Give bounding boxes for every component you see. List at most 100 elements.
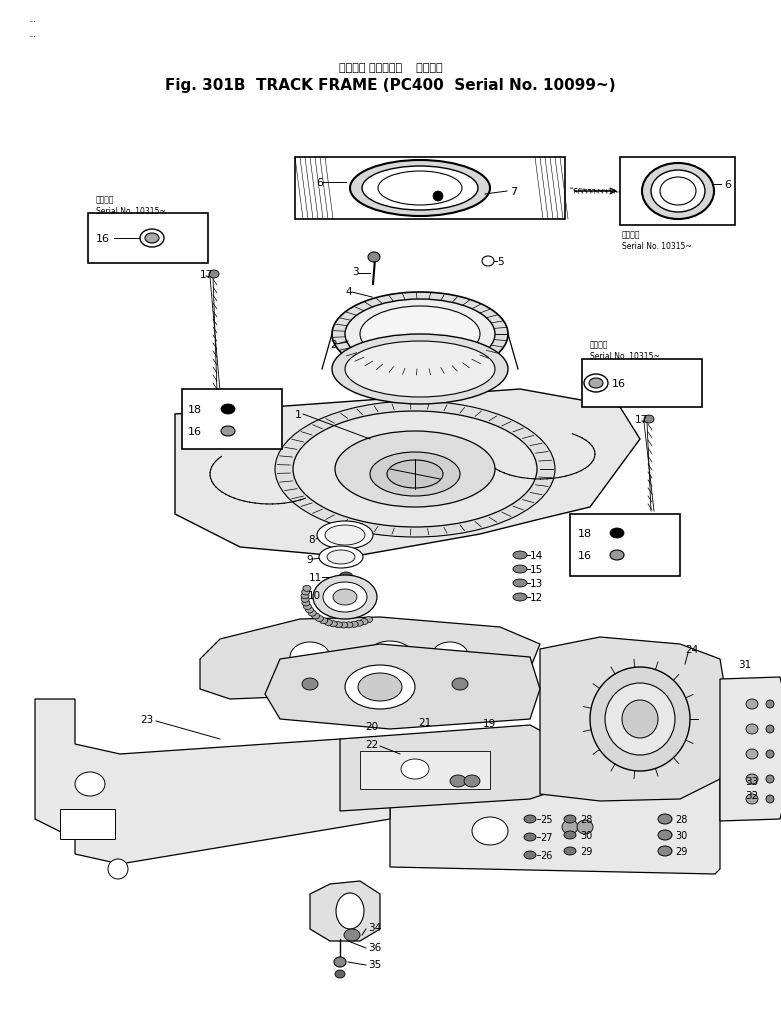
Text: 6: 6 [724,179,731,190]
Ellipse shape [345,623,353,629]
Text: 16: 16 [612,379,626,388]
Ellipse shape [524,815,536,823]
Ellipse shape [355,621,363,627]
Ellipse shape [301,593,309,599]
Ellipse shape [308,610,316,616]
Ellipse shape [290,642,330,673]
Ellipse shape [584,375,608,392]
Bar [620,158,735,226]
Text: 30: 30 [580,830,592,841]
Ellipse shape [301,597,309,602]
Text: トラック フレーム（    適用号機: トラック フレーム（ 適用号機 [339,63,442,73]
Ellipse shape [577,820,593,835]
Ellipse shape [358,674,402,701]
Ellipse shape [642,164,714,220]
Ellipse shape [387,461,443,488]
Bar [182,389,282,449]
Ellipse shape [221,427,235,436]
Ellipse shape [360,307,480,363]
Text: 15: 15 [530,565,544,575]
Ellipse shape [524,851,536,859]
Ellipse shape [590,667,690,771]
Ellipse shape [335,432,495,507]
Ellipse shape [209,271,219,279]
Ellipse shape [562,820,578,835]
Text: 3: 3 [352,267,358,277]
Ellipse shape [327,550,355,565]
Ellipse shape [301,589,309,595]
Text: 36: 36 [368,943,381,952]
Ellipse shape [658,846,672,856]
Ellipse shape [644,416,654,424]
Ellipse shape [344,929,360,942]
Ellipse shape [303,586,311,592]
Ellipse shape [370,452,460,496]
Ellipse shape [332,292,508,377]
Text: 28: 28 [580,814,592,824]
Ellipse shape [746,725,758,735]
Bar [582,360,702,408]
Text: 適用号機
Serial No. 10315~: 適用号機 Serial No. 10315~ [590,339,660,361]
Ellipse shape [350,161,490,217]
Text: 適用号機
Serial No. 10315~: 適用号機 Serial No. 10315~ [96,195,166,216]
Ellipse shape [766,775,774,784]
Text: 適用号機
Serial No. 10315~: 適用号機 Serial No. 10315~ [622,229,692,251]
Text: 33: 33 [745,776,758,787]
Polygon shape [310,881,380,942]
Ellipse shape [340,623,348,629]
Ellipse shape [316,615,323,622]
Ellipse shape [464,775,480,788]
Polygon shape [35,699,390,864]
Ellipse shape [365,618,373,623]
Ellipse shape [319,546,363,569]
Ellipse shape [746,749,758,759]
Text: 24: 24 [685,644,698,654]
Ellipse shape [350,622,358,628]
Ellipse shape [564,815,576,823]
Ellipse shape [766,726,774,734]
Ellipse shape [746,774,758,785]
Bar [360,751,490,790]
Ellipse shape [305,607,313,613]
Ellipse shape [334,622,342,628]
Ellipse shape [145,233,159,244]
Text: 13: 13 [530,579,544,588]
Polygon shape [390,769,720,874]
Ellipse shape [610,529,624,538]
Text: 1: 1 [295,410,302,420]
Text: 7: 7 [510,186,517,197]
Text: 30: 30 [675,830,687,841]
Ellipse shape [330,622,337,627]
Ellipse shape [368,253,380,263]
Ellipse shape [275,401,555,537]
Text: 8: 8 [308,535,315,544]
Text: 18: 18 [188,405,202,415]
Polygon shape [175,389,640,557]
Ellipse shape [293,412,537,528]
Text: 27: 27 [540,833,552,842]
Ellipse shape [766,750,774,758]
Ellipse shape [651,171,705,213]
Ellipse shape [622,700,658,739]
Ellipse shape [658,830,672,841]
Ellipse shape [345,341,495,397]
Ellipse shape [513,551,527,559]
Ellipse shape [332,334,508,405]
Ellipse shape [325,526,365,545]
Ellipse shape [564,847,576,855]
Bar [570,515,680,577]
Ellipse shape [323,583,367,612]
Ellipse shape [313,576,377,620]
Text: 25: 25 [540,814,552,824]
Text: 20: 20 [365,721,378,732]
Text: 34: 34 [368,922,381,932]
Text: 4: 4 [345,286,351,297]
Ellipse shape [362,167,478,211]
Text: 2: 2 [330,339,337,350]
Text: 9: 9 [306,554,312,565]
Text: 6: 6 [316,178,323,187]
Ellipse shape [746,794,758,804]
Text: 32: 32 [745,790,758,800]
Polygon shape [200,618,540,699]
Ellipse shape [345,665,415,709]
